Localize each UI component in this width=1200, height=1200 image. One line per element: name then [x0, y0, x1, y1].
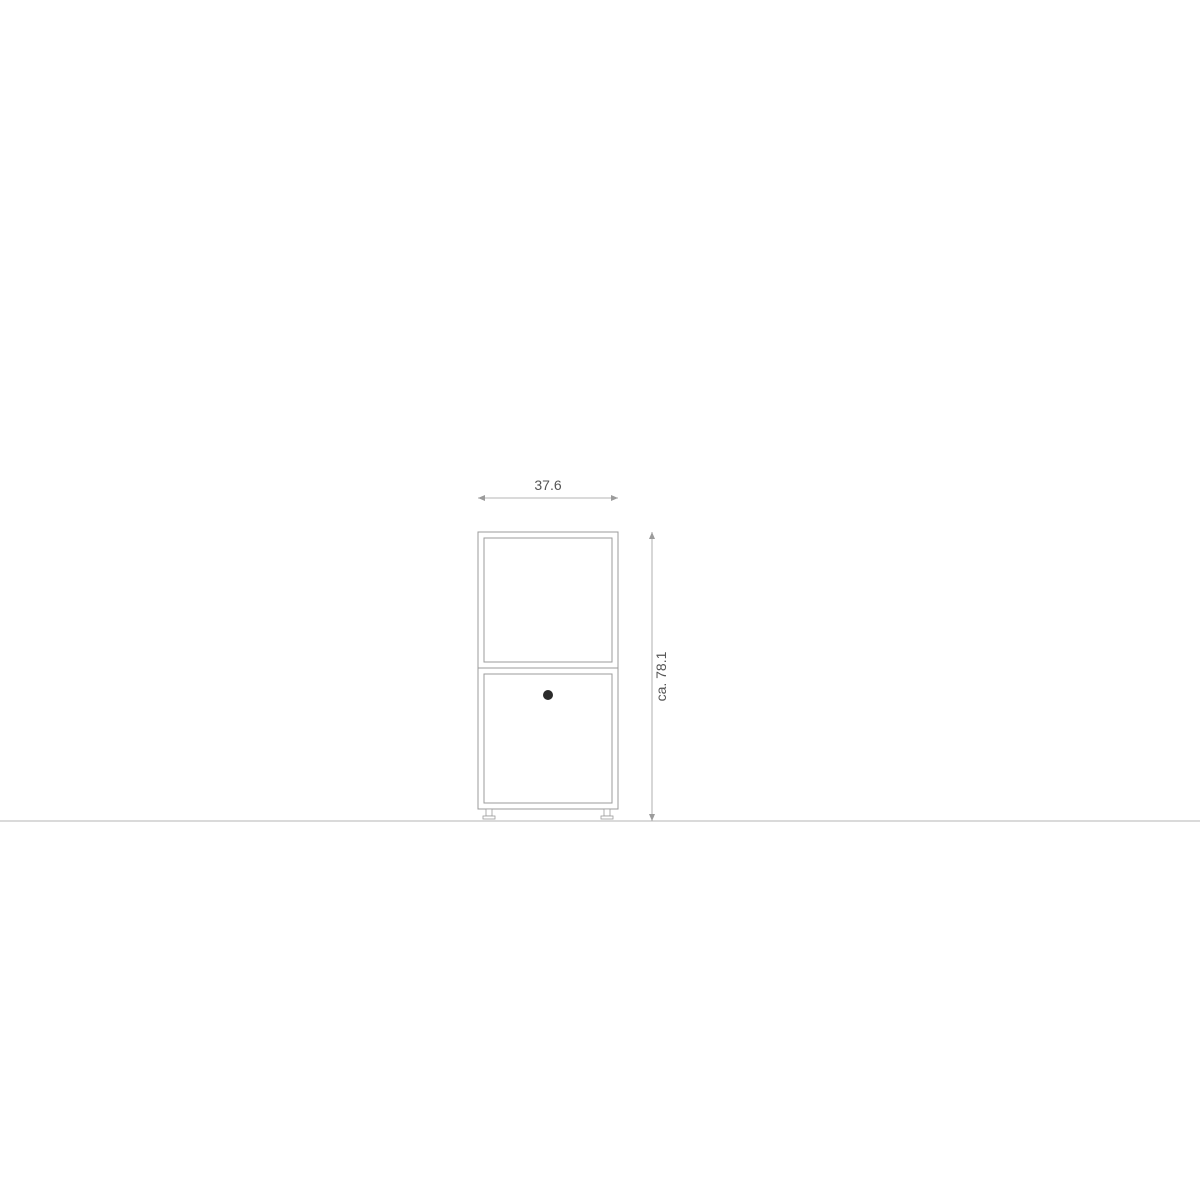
- technical-drawing: 37.6 ca. 78.1: [0, 0, 1200, 1200]
- cabinet: [478, 532, 618, 819]
- cabinet-top-opening: [484, 538, 612, 662]
- dimension-width: 37.6: [478, 477, 618, 501]
- cabinet-feet: [483, 809, 613, 819]
- dimension-height-label: ca. 78.1: [653, 651, 669, 701]
- door-knob-icon: [543, 690, 553, 700]
- dimension-width-label: 37.6: [534, 477, 561, 493]
- dimension-height: ca. 78.1: [649, 532, 669, 821]
